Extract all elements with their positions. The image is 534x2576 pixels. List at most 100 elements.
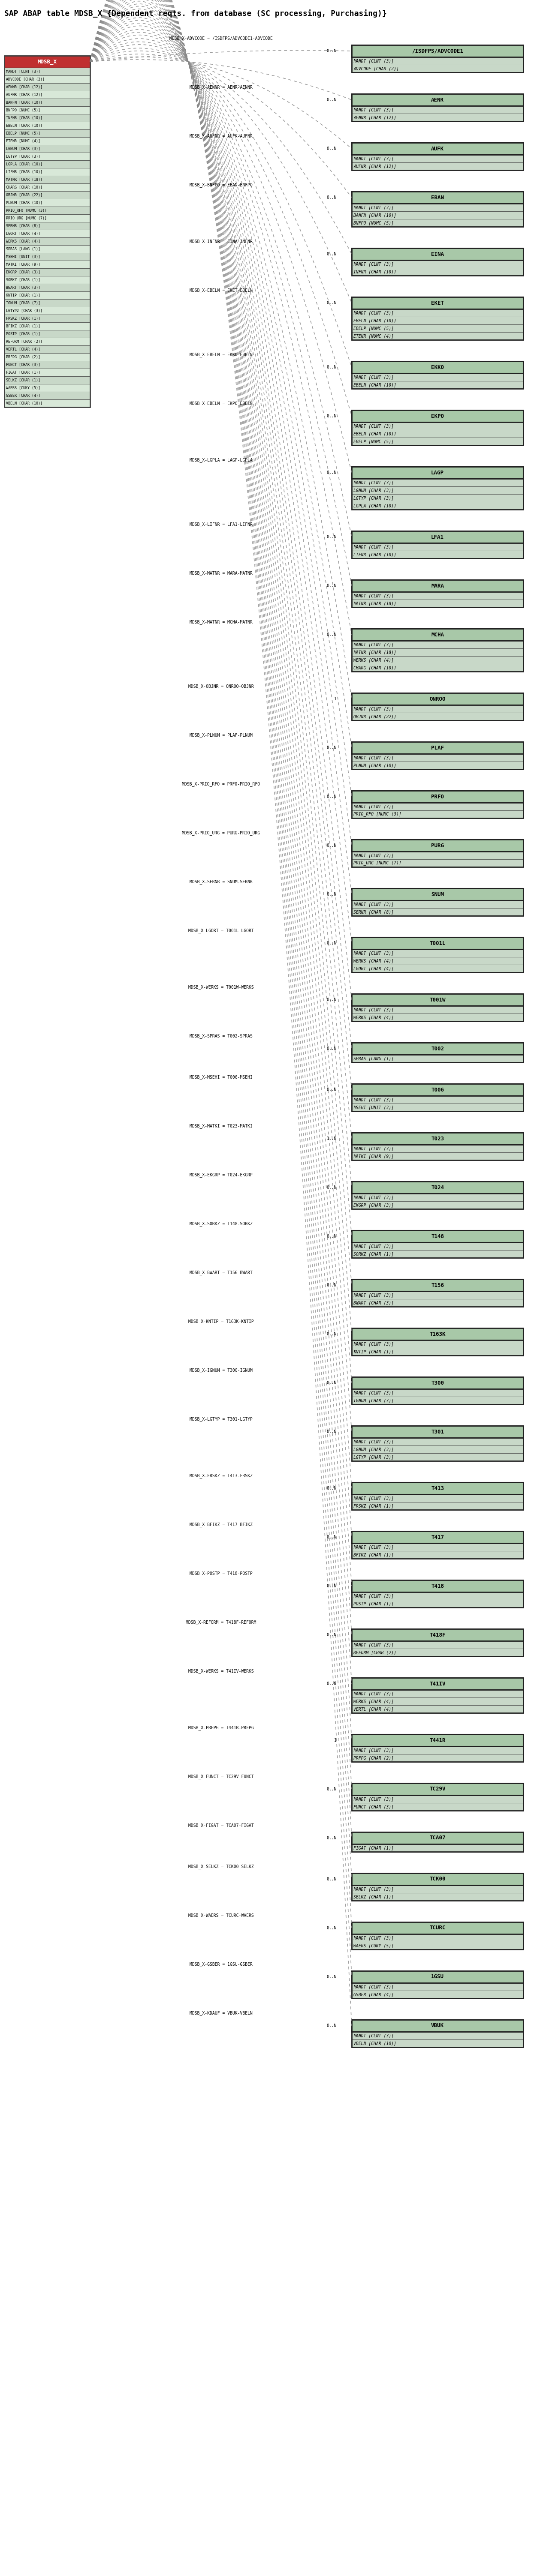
FancyBboxPatch shape — [4, 106, 90, 113]
FancyBboxPatch shape — [4, 361, 90, 368]
Text: MDSB_X-MATNR = MARA-MATNR: MDSB_X-MATNR = MARA-MATNR — [190, 572, 253, 574]
Text: MDSB_X-LIFNR = LFA1-LIFNR: MDSB_X-LIFNR = LFA1-LIFNR — [190, 523, 253, 528]
FancyBboxPatch shape — [4, 291, 90, 299]
Text: MCHA: MCHA — [431, 631, 444, 636]
Text: 0..N: 0..N — [327, 1878, 337, 1880]
FancyBboxPatch shape — [352, 325, 523, 332]
Text: EBELN [CHAR (10)]: EBELN [CHAR (10)] — [354, 384, 396, 386]
FancyBboxPatch shape — [4, 144, 90, 152]
Text: T156: T156 — [431, 1283, 444, 1288]
Text: MDSB_X-WERKS = T41IV-WERKS: MDSB_X-WERKS = T41IV-WERKS — [188, 1669, 254, 1674]
FancyBboxPatch shape — [352, 204, 523, 211]
Text: MANDT [CLNT (3)]: MANDT [CLNT (3)] — [354, 1244, 394, 1249]
FancyBboxPatch shape — [352, 1705, 523, 1713]
Text: T006: T006 — [431, 1087, 444, 1092]
Text: LGTYP2 [CHAR (3)]: LGTYP2 [CHAR (3)] — [6, 309, 43, 312]
FancyBboxPatch shape — [4, 113, 90, 121]
Text: WAERS [CUKY (5)]: WAERS [CUKY (5)] — [354, 1942, 394, 1947]
Text: MATNR [CHAR (18)]: MATNR [CHAR (18)] — [6, 178, 43, 180]
Text: MDSB_X-BNFPO = EBAN-BNFPO: MDSB_X-BNFPO = EBAN-BNFPO — [190, 183, 253, 188]
Text: ONROO: ONROO — [429, 696, 445, 701]
FancyBboxPatch shape — [352, 902, 523, 909]
Text: REFORM [CHAR (2)]: REFORM [CHAR (2)] — [6, 340, 43, 343]
FancyBboxPatch shape — [352, 693, 523, 706]
Text: PRFPG [CHAR (2)]: PRFPG [CHAR (2)] — [6, 355, 41, 358]
Text: MANDT [CLNT (3)]: MANDT [CLNT (3)] — [354, 902, 394, 907]
Text: T001L: T001L — [429, 940, 445, 945]
FancyBboxPatch shape — [352, 2040, 523, 2048]
FancyBboxPatch shape — [4, 121, 90, 129]
Text: EBELP [NUMC (5)]: EBELP [NUMC (5)] — [354, 440, 394, 443]
Text: 0..N: 0..N — [327, 98, 337, 103]
Text: MDSB_X-LGTYP = T301-LGTYP: MDSB_X-LGTYP = T301-LGTYP — [190, 1417, 253, 1422]
Text: MDSB_X-EBELN = EKET-EBELN: MDSB_X-EBELN = EKET-EBELN — [190, 289, 253, 294]
FancyBboxPatch shape — [352, 162, 523, 170]
FancyBboxPatch shape — [352, 2020, 523, 2032]
FancyBboxPatch shape — [352, 466, 523, 479]
FancyBboxPatch shape — [352, 938, 523, 948]
Text: MDSB_X-KNTIP = T163K-KNTIP: MDSB_X-KNTIP = T163K-KNTIP — [188, 1319, 254, 1324]
FancyBboxPatch shape — [352, 1193, 523, 1200]
Text: MDSB_X-REFORM = T418F-REFORM: MDSB_X-REFORM = T418F-REFORM — [186, 1620, 256, 1625]
Text: MDSB_X-PRIO_RFO = PRFO-PRIO_RFO: MDSB_X-PRIO_RFO = PRFO-PRIO_RFO — [182, 783, 260, 786]
Text: MDSB_X-AUFNR = AUFK-AUFNR: MDSB_X-AUFNR = AUFK-AUFNR — [190, 134, 253, 139]
FancyBboxPatch shape — [352, 1291, 523, 1298]
FancyBboxPatch shape — [4, 245, 90, 252]
FancyBboxPatch shape — [4, 260, 90, 268]
Text: BFIKZ [CHAR (1)]: BFIKZ [CHAR (1)] — [354, 1553, 394, 1556]
Text: AENR: AENR — [431, 98, 444, 103]
Text: SNUM: SNUM — [431, 891, 444, 896]
Text: BANFN [CHAR (10)]: BANFN [CHAR (10)] — [6, 100, 43, 106]
FancyBboxPatch shape — [4, 137, 90, 144]
Text: T300: T300 — [431, 1381, 444, 1386]
FancyBboxPatch shape — [4, 98, 90, 106]
Text: MDSB_X-PRIO_URG = PURG-PRIO_URG: MDSB_X-PRIO_URG = PURG-PRIO_URG — [182, 829, 260, 835]
Text: MANDT [CLNT (3)]: MANDT [CLNT (3)] — [354, 592, 394, 598]
Text: 0..N: 0..N — [327, 1535, 337, 1540]
FancyBboxPatch shape — [352, 1249, 523, 1257]
FancyBboxPatch shape — [352, 580, 523, 592]
Text: 0..N: 0..N — [327, 842, 337, 848]
Text: 0..N: 0..N — [327, 471, 337, 474]
Text: MANDT [CLNT (3)]: MANDT [CLNT (3)] — [354, 1595, 394, 1597]
FancyBboxPatch shape — [352, 1649, 523, 1656]
Text: VBELN [CHAR (10)]: VBELN [CHAR (10)] — [354, 2040, 396, 2045]
FancyBboxPatch shape — [352, 1935, 523, 1942]
Text: 0..N: 0..N — [327, 49, 337, 54]
Text: MDSB_X-LGPLA = LAGP-LGPLA: MDSB_X-LGPLA = LAGP-LGPLA — [190, 459, 253, 464]
Text: GSBER [CHAR (4)]: GSBER [CHAR (4)] — [6, 394, 41, 397]
Text: MDSB_X-SPRAS = T002-SPRAS: MDSB_X-SPRAS = T002-SPRAS — [190, 1033, 253, 1038]
Text: TC29V: TC29V — [429, 1785, 445, 1793]
FancyBboxPatch shape — [352, 1095, 523, 1103]
Text: EINA: EINA — [431, 252, 444, 258]
FancyBboxPatch shape — [4, 283, 90, 291]
Text: MANDT [CLNT (3)]: MANDT [CLNT (3)] — [354, 951, 394, 956]
Text: T002: T002 — [431, 1046, 444, 1051]
FancyBboxPatch shape — [352, 1754, 523, 1762]
FancyBboxPatch shape — [4, 160, 90, 167]
FancyBboxPatch shape — [4, 67, 90, 75]
Text: LGNUM [CHAR (3)]: LGNUM [CHAR (3)] — [354, 487, 394, 492]
Text: WERKS [CHAR (4)]: WERKS [CHAR (4)] — [354, 1700, 394, 1703]
FancyBboxPatch shape — [352, 1054, 523, 1061]
Text: EKPO: EKPO — [431, 412, 444, 420]
Text: PURG: PURG — [431, 842, 444, 848]
FancyBboxPatch shape — [4, 191, 90, 198]
FancyBboxPatch shape — [352, 909, 523, 917]
Text: MDSB_X-BWART = T156-BWART: MDSB_X-BWART = T156-BWART — [190, 1270, 253, 1275]
Text: FUNCT [CHAR (3)]: FUNCT [CHAR (3)] — [6, 363, 41, 366]
Text: EBELN [CHAR (10)]: EBELN [CHAR (10)] — [354, 433, 396, 435]
FancyBboxPatch shape — [4, 314, 90, 322]
Text: ADVCODE [CHAR (2)]: ADVCODE [CHAR (2)] — [354, 67, 399, 70]
Text: 0..N: 0..N — [327, 1976, 337, 1978]
FancyBboxPatch shape — [352, 142, 523, 155]
FancyBboxPatch shape — [352, 1084, 523, 1095]
FancyBboxPatch shape — [4, 322, 90, 330]
Text: T023: T023 — [431, 1136, 444, 1141]
Text: LIFNR [CHAR (10)]: LIFNR [CHAR (10)] — [6, 170, 43, 173]
Text: PLNUM [CHAR (10)]: PLNUM [CHAR (10)] — [6, 201, 43, 204]
Text: MANDT [CLNT (3)]: MANDT [CLNT (3)] — [354, 1146, 394, 1151]
FancyBboxPatch shape — [352, 1481, 523, 1494]
FancyBboxPatch shape — [352, 1012, 523, 1020]
FancyBboxPatch shape — [352, 889, 523, 902]
